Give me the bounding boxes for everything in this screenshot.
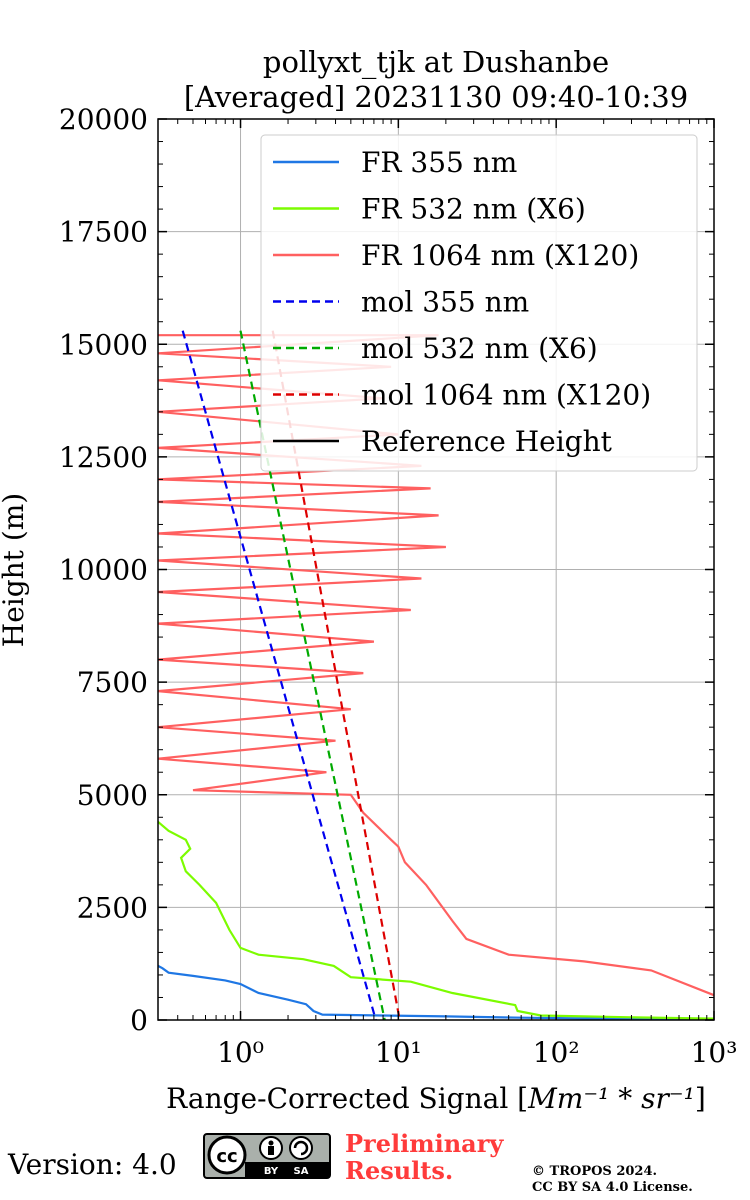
preliminary-line1: Preliminary xyxy=(345,1129,504,1158)
preliminary-results: Preliminary Results. xyxy=(345,1130,503,1184)
y-tick-label: 17500 xyxy=(59,216,148,249)
copyright-line1: © TROPOS 2024. xyxy=(532,1164,658,1179)
chart-title-line2: [Averaged] 20231130 09:40-10:39 xyxy=(184,80,688,114)
copyright-line2: CC BY SA 4.0 License. xyxy=(532,1180,693,1195)
by-text: BY xyxy=(264,1166,279,1177)
y-tick-label: 2500 xyxy=(77,891,148,924)
sa-text: SA xyxy=(294,1166,309,1177)
x-axis-label-close: ] xyxy=(695,1082,706,1115)
x-tick-label: 10⁰ xyxy=(217,1036,264,1069)
legend-label-1: FR 532 nm (X6) xyxy=(361,193,586,226)
x-axis-label-text: Range-Corrected Signal [ xyxy=(166,1082,528,1115)
copyright-notice: © TROPOS 2024. CC BY SA 4.0 License. xyxy=(532,1164,693,1196)
preliminary-line2: Results. xyxy=(345,1156,454,1185)
chart-title-line1: pollyxt_tjk at Dushanbe xyxy=(263,45,609,80)
y-tick-label: 12500 xyxy=(59,441,148,474)
legend-box xyxy=(260,134,698,472)
legend-label-0: FR 355 nm xyxy=(361,146,517,179)
y-tick-label: 20000 xyxy=(59,103,148,136)
y-tick-label: 15000 xyxy=(59,328,148,361)
legend-label-5: mol 1064 nm (X120) xyxy=(361,379,651,412)
legend-label-2: FR 1064 nm (X120) xyxy=(361,239,639,272)
series-line-0 xyxy=(157,964,715,1021)
series-layer xyxy=(157,330,715,1021)
legend-label-4: mol 532 nm (X6) xyxy=(361,332,598,365)
y-tick-label: 7500 xyxy=(77,666,148,699)
cc-text: cc xyxy=(216,1146,237,1167)
x-tick-label: 10³ xyxy=(691,1036,738,1069)
cc-by-sa-logo: cc BY SA xyxy=(203,1133,331,1179)
x-tick-label: 10² xyxy=(533,1036,580,1069)
version-label: Version: 4.0 xyxy=(8,1148,177,1181)
x-axis-label-units: Mm⁻¹ * sr⁻¹ xyxy=(527,1082,695,1115)
x-axis-label: Range-Corrected Signal [Mm⁻¹ * sr⁻¹] xyxy=(166,1082,706,1115)
x-tick-label: 10¹ xyxy=(375,1036,422,1069)
legend-label-3: mol 355 nm xyxy=(361,286,529,319)
series-line-3 xyxy=(181,330,377,1021)
y-tick-label: 5000 xyxy=(77,779,148,812)
legend: FR 355 nm FR 532 nm (X6) FR 1064 nm (X120)… xyxy=(260,134,698,472)
cc-icon xyxy=(207,1135,247,1175)
legend-label-6: Reference Height xyxy=(361,425,613,458)
series-line-1 xyxy=(157,820,715,1020)
sa-share-icon xyxy=(289,1136,313,1160)
y-axis-label: Height (m) xyxy=(0,493,30,647)
axis-ticks: 10⁰ 10¹ 10² 10³ 0 2500 5000 7500 10000 12500 15000… xyxy=(59,103,738,1069)
y-tick-label: 10000 xyxy=(59,554,148,587)
y-tick-label: 0 xyxy=(130,1004,148,1037)
